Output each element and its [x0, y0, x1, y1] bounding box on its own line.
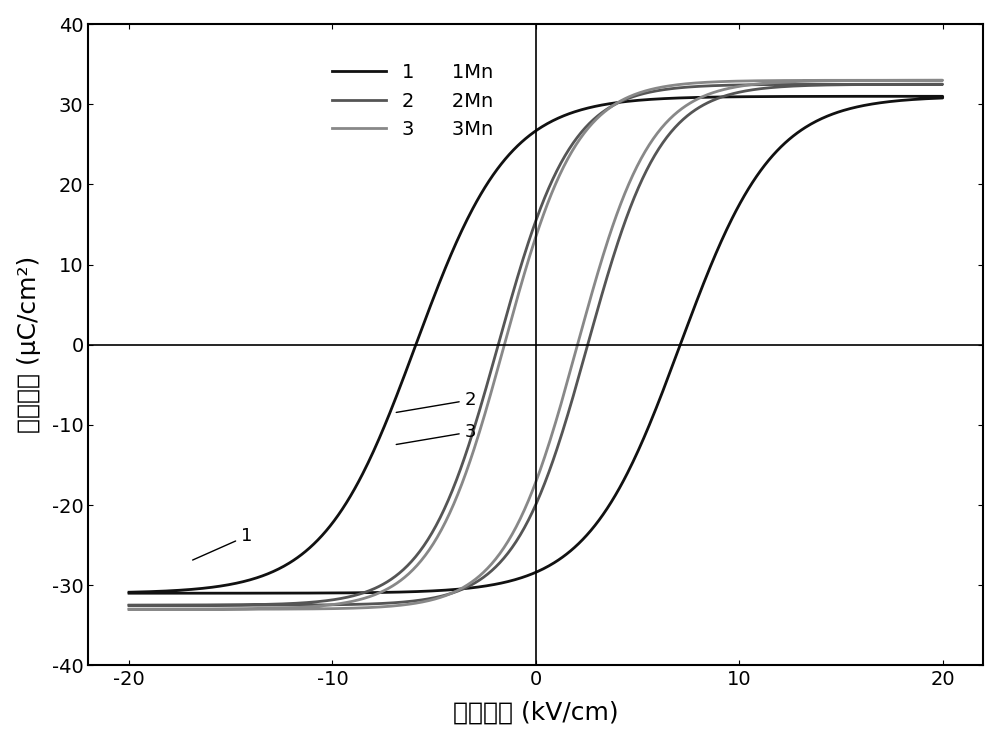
Legend: 1      1Mn, 2      2Mn, 3      3Mn: 1 1Mn, 2 2Mn, 3 3Mn: [322, 53, 503, 149]
Text: 3: 3: [396, 423, 476, 445]
Text: 2: 2: [396, 391, 476, 413]
Text: 1: 1: [193, 527, 252, 560]
X-axis label: 电场强度 (kV/cm): 电场强度 (kV/cm): [453, 700, 619, 725]
Y-axis label: 极化强度 (μC/cm²): 极化强度 (μC/cm²): [17, 256, 41, 433]
